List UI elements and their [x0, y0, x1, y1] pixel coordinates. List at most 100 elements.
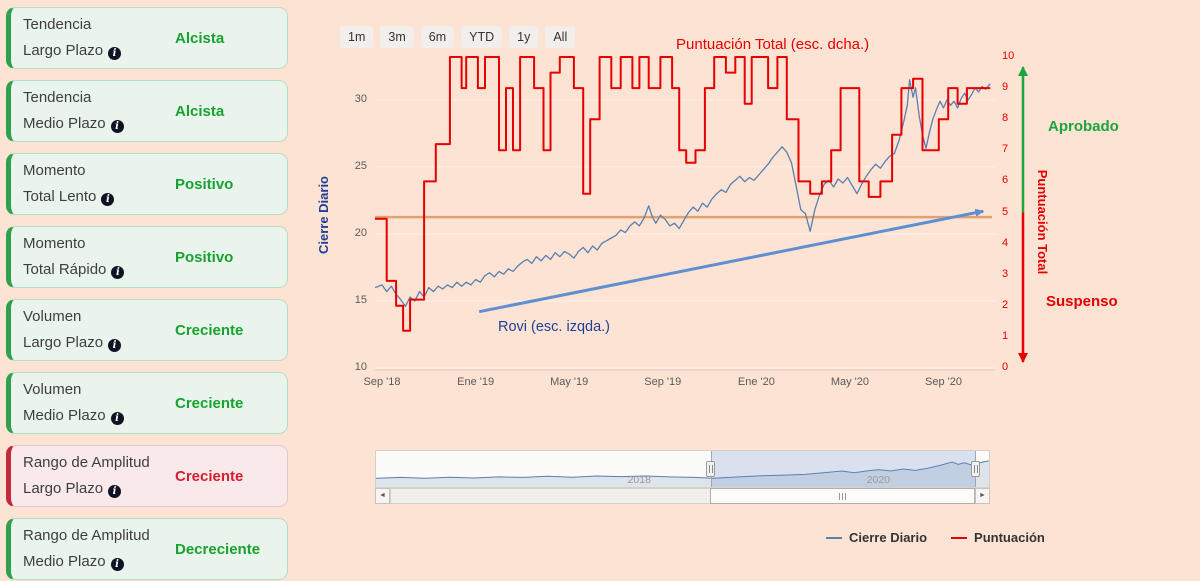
indicator-label-line2: Largo Plazo: [23, 480, 104, 497]
indicator-value: Alcista: [175, 29, 225, 47]
y-right-tick-label: 0: [1002, 361, 1009, 373]
navigator[interactable]: 2018 2020: [375, 450, 990, 488]
indicator-label: Tendencia Medio Plazo i: [23, 85, 175, 137]
indicator-card-rango-medio: Rango de Amplitud Medio Plazo i Decrecien…: [6, 518, 288, 580]
legend-line-icon: [951, 536, 968, 539]
y-right-tick-label: 1: [1002, 329, 1009, 342]
indicator-card-volumen-largo: Volumen Largo Plazo i Creciente: [6, 299, 288, 361]
y-right-tick-label: 5: [1002, 205, 1009, 218]
y-right-tick-label: 7: [1002, 143, 1009, 156]
info-icon[interactable]: i: [110, 412, 124, 425]
navigator-year-label: 2018: [627, 474, 651, 486]
scrollbar-right-button[interactable]: ►: [975, 488, 990, 504]
navigator-left-handle[interactable]: [706, 461, 715, 477]
indicator-label-line2: Largo Plazo: [23, 334, 104, 351]
legend-item-cierre-diario[interactable]: Cierre Diario: [826, 530, 927, 545]
y-right-tick-label: 6: [1002, 174, 1009, 187]
indicator-label: Rango de Amplitud Largo Plazo i: [23, 450, 175, 502]
indicator-label-line2: Total Rápido: [23, 261, 107, 278]
y-right-tick-label: 3: [1002, 267, 1009, 280]
x-axis-tick-label: May '19: [550, 376, 589, 388]
y-right-tick-label: 4: [1002, 236, 1009, 249]
indicator-label-line1: Rango de Amplitud: [23, 454, 150, 471]
info-icon[interactable]: i: [108, 485, 122, 498]
scrollbar-thumb[interactable]: [710, 488, 975, 504]
indicator-card-tendencia-medio: Tendencia Medio Plazo i Alcista: [6, 80, 288, 142]
indicator-card-rango-largo: Rango de Amplitud Largo Plazo i Creciente: [6, 445, 288, 507]
range-button-3m[interactable]: 3m: [380, 26, 414, 48]
y-right-axis-title: Puntuación Total: [1035, 169, 1050, 275]
indicator-value: Creciente: [175, 321, 244, 339]
indicator-label: Momento Total Rápido i: [23, 231, 175, 283]
info-icon[interactable]: i: [108, 339, 122, 352]
navigator-mini-chart: [376, 460, 989, 487]
y-left-tick-label: 10: [354, 361, 367, 373]
x-axis-tick-label: Sep '20: [925, 376, 962, 388]
y-left-tick-label: 20: [354, 226, 367, 239]
indicator-sidebar: Tendencia Largo Plazo i Alcista Tendencia…: [6, 7, 288, 581]
scrollbar-left-button[interactable]: ◄: [375, 488, 390, 504]
range-button-1y[interactable]: 1y: [509, 26, 539, 48]
navigator-year-label: 2020: [866, 474, 891, 486]
navigator-selected-range[interactable]: [711, 451, 976, 487]
range-button-1m[interactable]: 1m: [340, 26, 374, 48]
indicator-card-volumen-medio: Volumen Medio Plazo i Creciente: [6, 372, 288, 434]
x-axis-tick-label: May '20: [830, 376, 870, 388]
failed-zone-label: Suspenso: [1046, 293, 1118, 310]
navigator-right-handle[interactable]: [971, 461, 980, 477]
indicator-label-line1: Rango de Amplitud: [23, 527, 150, 544]
indicator-card-momento-lento: Momento Total Lento i Positivo: [6, 153, 288, 215]
price-series-line[interactable]: [374, 79, 991, 307]
y-left-tick-label: 30: [354, 92, 367, 105]
chart-legend: Cierre Diario Puntuación: [826, 530, 1045, 545]
indicator-label-line1: Tendencia: [23, 89, 92, 106]
upward-trend-arrow: [478, 208, 985, 314]
indicator-label: Momento Total Lento i: [23, 158, 175, 210]
score-series-line[interactable]: [375, 56, 991, 332]
x-axis-tick-label: Sep '18: [363, 376, 401, 388]
indicator-label-line2: Medio Plazo: [23, 407, 106, 424]
indicator-label-line1: Volumen: [23, 308, 82, 325]
legend-label: Cierre Diario: [849, 530, 928, 545]
y-left-tick-label: 15: [354, 293, 367, 306]
indicator-value: Alcista: [175, 102, 225, 120]
info-icon[interactable]: i: [101, 193, 115, 206]
info-icon[interactable]: i: [111, 266, 125, 279]
indicator-card-momento-rapido: Momento Total Rápido i Positivo: [6, 226, 288, 288]
indicator-label-line1: Momento: [23, 162, 86, 179]
y-right-tick-label: 10: [1002, 50, 1015, 62]
legend-item-puntuacion[interactable]: Puntuación: [951, 530, 1045, 545]
indicator-value: Positivo: [175, 248, 234, 266]
range-selector: 1m 3m 6m YTD 1y All: [340, 26, 576, 48]
indicator-label: Rango de Amplitud Medio Plazo i: [23, 523, 175, 575]
indicator-label-line1: Tendencia: [23, 16, 92, 33]
y-right-tick-label: 2: [1002, 298, 1009, 311]
indicator-label-line2: Medio Plazo: [23, 553, 106, 570]
info-icon[interactable]: i: [110, 120, 124, 133]
price-series-annotation: Rovi (esc. izqda.): [498, 319, 611, 335]
range-button-6m[interactable]: 6m: [420, 26, 455, 48]
info-icon[interactable]: i: [110, 558, 124, 571]
y-left-axis-title: Cierre Diario: [316, 175, 331, 255]
y-left-tick-label: 25: [354, 159, 367, 172]
x-axis-tick-label: Ene '20: [737, 376, 775, 388]
indicator-label-line2: Medio Plazo: [23, 115, 106, 132]
indicator-label-line1: Momento: [23, 235, 86, 252]
y-right-tick-label: 8: [1002, 112, 1009, 125]
info-icon[interactable]: i: [108, 47, 122, 60]
indicator-label-line2: Largo Plazo: [23, 42, 104, 59]
indicator-value: Decreciente: [175, 540, 261, 558]
indicator-value: Creciente: [175, 467, 244, 485]
indicator-label-line2: Total Lento: [23, 188, 97, 205]
indicator-label: Volumen Largo Plazo i: [23, 304, 175, 356]
indicator-value: Positivo: [175, 175, 234, 193]
legend-label: Puntuación: [974, 530, 1045, 545]
scrollbar: ◄ ►: [375, 488, 990, 504]
indicator-label: Volumen Medio Plazo i: [23, 377, 175, 429]
range-button-ytd[interactable]: YTD: [461, 26, 503, 48]
x-axis-tick-label: Ene '19: [457, 376, 495, 388]
range-button-all[interactable]: All: [545, 26, 576, 48]
chart-title: Puntuación Total (esc. dcha.): [676, 36, 870, 53]
indicator-label-line1: Volumen: [23, 381, 82, 398]
